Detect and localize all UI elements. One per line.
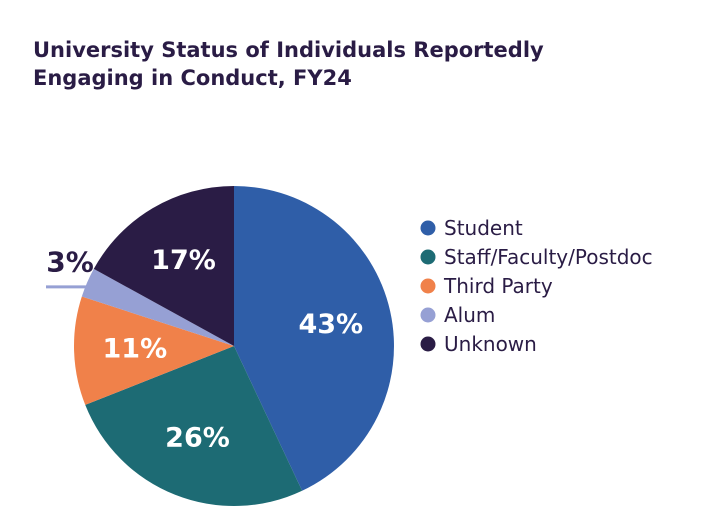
data-label-staff-faculty-postdoc: 26% bbox=[165, 423, 230, 454]
pie-slice-unknown bbox=[93, 186, 234, 346]
legend-swatch-student bbox=[420, 220, 436, 236]
data-label-alum: 3% bbox=[46, 245, 94, 278]
pie-slice-staff-faculty-postdoc bbox=[85, 346, 303, 506]
data-label-third-party: 11% bbox=[103, 334, 168, 365]
data-label-unknown: 17% bbox=[151, 245, 216, 276]
legend-swatch-third-party bbox=[420, 278, 436, 294]
slice-labels: 43% 26% 11% 3% 17% bbox=[46, 245, 363, 454]
legend-label-staff-faculty-postdoc: Staff/Faculty/Postdoc bbox=[444, 245, 653, 269]
pie-slice-student bbox=[234, 186, 394, 491]
legend-label-alum: Alum bbox=[444, 303, 495, 327]
pie-slice-third-party bbox=[74, 296, 234, 405]
pie-slice-alum bbox=[81, 268, 234, 346]
legend: Student Staff/Faculty/Postdoc Third Party A… bbox=[420, 216, 653, 356]
chart-title: University Status of Individuals Reporte… bbox=[33, 38, 544, 90]
legend-label-unknown: Unknown bbox=[444, 332, 537, 356]
legend-swatch-alum bbox=[420, 307, 436, 323]
pie-slices bbox=[74, 186, 394, 506]
data-label-student: 43% bbox=[298, 309, 363, 340]
legend-label-third-party: Third Party bbox=[443, 274, 553, 298]
legend-label-student: Student bbox=[444, 216, 523, 240]
legend-swatch-unknown bbox=[420, 336, 436, 352]
legend-swatch-staff-faculty-postdoc bbox=[420, 249, 436, 265]
